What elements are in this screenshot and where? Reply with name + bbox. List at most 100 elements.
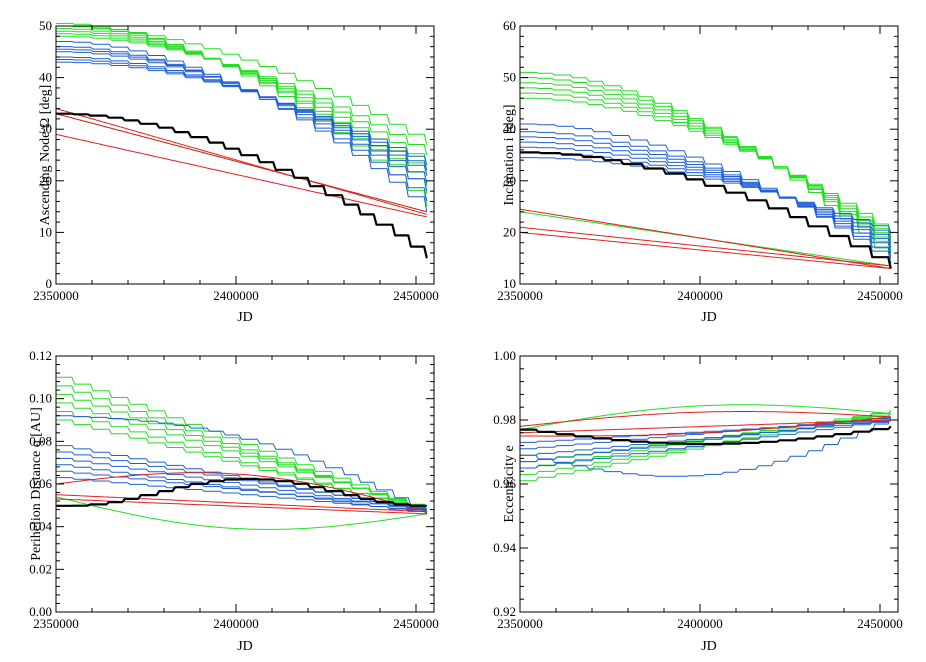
y-tick-label: 0.12 xyxy=(29,348,52,363)
series-green-6 xyxy=(520,97,892,236)
x-tick-label: 2400000 xyxy=(677,616,723,631)
series-blue-dip xyxy=(520,416,892,477)
y-tick-label: 30 xyxy=(39,121,52,136)
series-green-4 xyxy=(520,87,892,246)
x-axis-label: JD xyxy=(237,639,253,654)
x-tick-label: 2450000 xyxy=(393,616,439,631)
series-blue-5 xyxy=(520,419,891,443)
series-green-6 xyxy=(56,35,428,156)
y-tick-label: 0.98 xyxy=(493,412,516,427)
y-tick-label: 40 xyxy=(39,70,52,85)
x-axis-label: JD xyxy=(701,639,717,654)
series-red-hump xyxy=(55,472,427,513)
axes-frame xyxy=(519,25,899,285)
series-blue-2 xyxy=(520,131,892,259)
series-blue-4 xyxy=(520,141,892,249)
x-tick-label: 2400000 xyxy=(213,288,259,303)
x-axis-label: JD xyxy=(701,310,717,325)
y-tick-label: 0.92 xyxy=(493,604,516,619)
series-green-5 xyxy=(56,33,428,166)
series-green-arc xyxy=(519,404,891,431)
y-tick-label: 0 xyxy=(46,276,53,291)
axes-frame xyxy=(519,355,899,613)
y-axis-label: Inclination i [deg] xyxy=(502,104,517,205)
axes-frame xyxy=(55,25,435,285)
y-tick-label: 50 xyxy=(39,18,52,33)
series-blue-1 xyxy=(520,123,892,264)
series-black xyxy=(56,477,427,507)
x-tick-label: 2450000 xyxy=(857,616,903,631)
x-tick-label: 2350000 xyxy=(33,616,79,631)
series-red-3 xyxy=(519,231,891,269)
series-red-2 xyxy=(519,226,891,267)
series-red-1 xyxy=(519,208,891,269)
series-black xyxy=(520,151,892,269)
series-black xyxy=(520,425,892,446)
series-blue-3 xyxy=(56,457,428,513)
y-tick-label: 0.10 xyxy=(29,391,52,406)
y-tick-label: 1.00 xyxy=(493,348,516,363)
series-red-1 xyxy=(55,494,427,513)
series-blue-1 xyxy=(56,41,428,212)
panel-eccentricity: 2350000 2400000 2450000 0.92 0.94 0.96 0.98 1.0… xyxy=(493,348,903,654)
x-tick-label: 2400000 xyxy=(213,616,259,631)
y-tick-label: 0.06 xyxy=(29,476,52,491)
series-green-4 xyxy=(56,30,428,176)
y-axis-label: Ascending Node Ω [deg] xyxy=(38,85,53,226)
series-blue-4 xyxy=(56,51,428,184)
x-tick-label: 2450000 xyxy=(857,288,903,303)
x-tick-label: 2400000 xyxy=(677,288,723,303)
tick-group: 2350000 2400000 2450000 0.00 0.02 0.04 0.06 0.0… xyxy=(29,348,439,631)
series-blue-arc xyxy=(56,415,428,515)
series-black xyxy=(56,112,428,259)
y-tick-label: 0.94 xyxy=(493,540,516,555)
y-tick-label: 0.04 xyxy=(29,519,52,534)
y-tick-label: 20 xyxy=(503,224,516,239)
y-tick-label: 10 xyxy=(39,224,52,239)
series-blue-2 xyxy=(520,416,892,463)
y-axis-label: Eccentricity e xyxy=(502,445,517,522)
y-tick-label: 0.96 xyxy=(493,476,516,491)
y-tick-label: 60 xyxy=(503,18,516,33)
y-tick-label: 0.08 xyxy=(29,433,52,448)
panel-perihelion-distance: 2350000 2400000 2450000 0.00 0.02 0.04 0.06 0.0… xyxy=(29,348,439,654)
series-green-6 xyxy=(56,419,428,512)
y-tick-label: 20 xyxy=(39,173,52,188)
x-axis-label: JD xyxy=(237,310,253,325)
tick-group: 2350000 2400000 2450000 0 10 20 30 40 50 xyxy=(33,18,439,303)
series-blue-5 xyxy=(520,146,892,243)
series-green-arc xyxy=(55,496,427,530)
series-green-1 xyxy=(56,376,428,512)
series-red-3 xyxy=(55,133,427,218)
series-red-1 xyxy=(519,411,891,427)
series-green-3 xyxy=(520,82,892,251)
x-tick-label: 2350000 xyxy=(33,288,79,303)
x-tick-label: 2350000 xyxy=(497,616,543,631)
tick-group: 2350000 2400000 2450000 0.92 0.94 0.96 0.98 1.0… xyxy=(493,348,903,631)
y-tick-label: 50 xyxy=(503,70,516,85)
series-blue-6 xyxy=(56,477,428,513)
series-red-2 xyxy=(55,113,427,213)
y-tick-label: 10 xyxy=(503,276,516,291)
series-group xyxy=(519,404,892,482)
tick-group: 2350000 2400000 2450000 10 20 30 40 50 60 xyxy=(497,18,903,303)
panel-inclination: 2350000 2400000 2450000 10 20 30 40 50 60 JD Inc… xyxy=(497,18,903,325)
axes-frame xyxy=(55,355,435,613)
series-red-1 xyxy=(55,108,427,215)
series-red-2 xyxy=(519,419,891,434)
panel-ascending-node: 2350000 2400000 2450000 0 10 20 30 40 50 JD Asce… xyxy=(33,18,439,325)
series-blue-3 xyxy=(520,419,892,456)
y-tick-label: 40 xyxy=(503,121,516,136)
series-group xyxy=(519,71,892,269)
series-green-7 xyxy=(56,25,428,145)
series-blue-7 xyxy=(520,157,892,233)
y-axis-label: Perihelion Distance q [AU] xyxy=(29,407,44,561)
series-group xyxy=(55,22,428,259)
x-tick-label: 2450000 xyxy=(393,288,439,303)
series-green-2 xyxy=(520,77,892,256)
series-blue-7 xyxy=(56,61,428,166)
x-tick-label: 2350000 xyxy=(497,288,543,303)
series-group xyxy=(55,376,428,530)
series-blue-3 xyxy=(520,136,892,254)
